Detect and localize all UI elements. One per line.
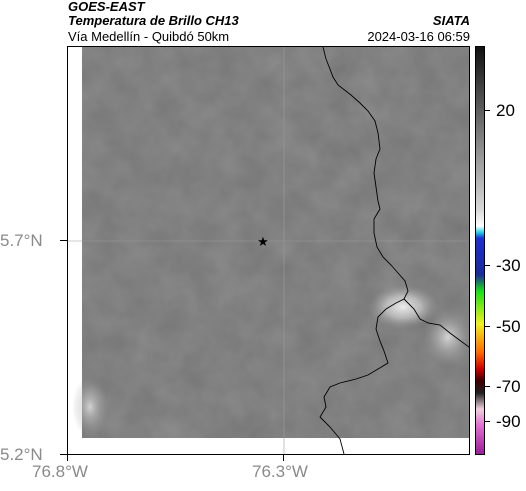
lat-tick (60, 454, 67, 455)
map-panel[interactable]: ★ (67, 46, 470, 455)
lat-label-5.2: 5.2°N (0, 445, 43, 464)
lat-tick (60, 240, 67, 241)
boundary-branch (403, 298, 469, 348)
colorbar-label: -50 (496, 317, 521, 336)
colorbar-tick (485, 386, 490, 387)
colorbar-label: -90 (496, 412, 521, 431)
colorbar (475, 46, 485, 455)
colorbar-tick (485, 265, 490, 266)
timestamp-label: 2024-03-16 06:59 (367, 29, 470, 44)
lon-tick (67, 455, 68, 461)
satellite-title: GOES-EAST (68, 0, 145, 14)
colorbar-label: -70 (496, 377, 521, 396)
region-subtitle: Vía Medellín - Quibdó 50km (68, 29, 230, 44)
lat-label-5.7: 5.7°N (0, 231, 43, 250)
colorbar-tick (485, 421, 490, 422)
boundary-line (319, 47, 409, 454)
product-title: Temperatura de Brillo CH13 (68, 13, 239, 28)
location-star-marker: ★ (257, 235, 269, 250)
colorbar-label: -30 (496, 256, 521, 275)
colorbar-tick (485, 110, 490, 111)
colorbar-label: 20 (496, 101, 515, 120)
lon-label-76.8: 76.8°W (32, 462, 88, 481)
satellite-image: ★ (68, 47, 469, 454)
colorbar-tick (485, 326, 490, 327)
organization-label: SIATA (432, 13, 470, 28)
lon-tick (283, 455, 284, 461)
lon-label-76.3: 76.3°W (252, 462, 308, 481)
